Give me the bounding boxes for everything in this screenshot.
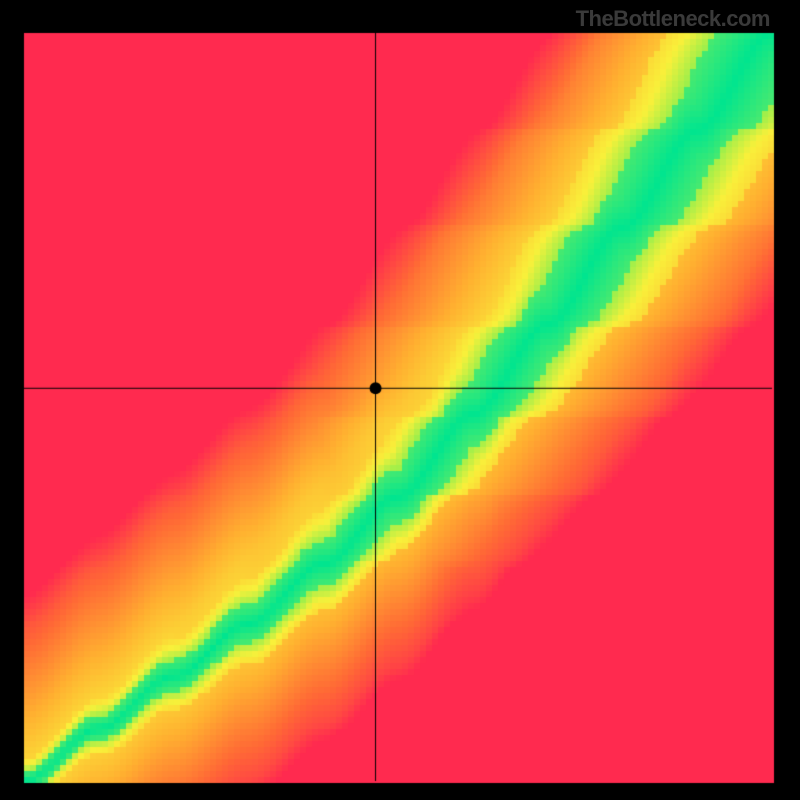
chart-container: TheBottleneck.com (0, 0, 800, 800)
bottleneck-heatmap (0, 0, 800, 800)
watermark-label: TheBottleneck.com (576, 6, 770, 32)
